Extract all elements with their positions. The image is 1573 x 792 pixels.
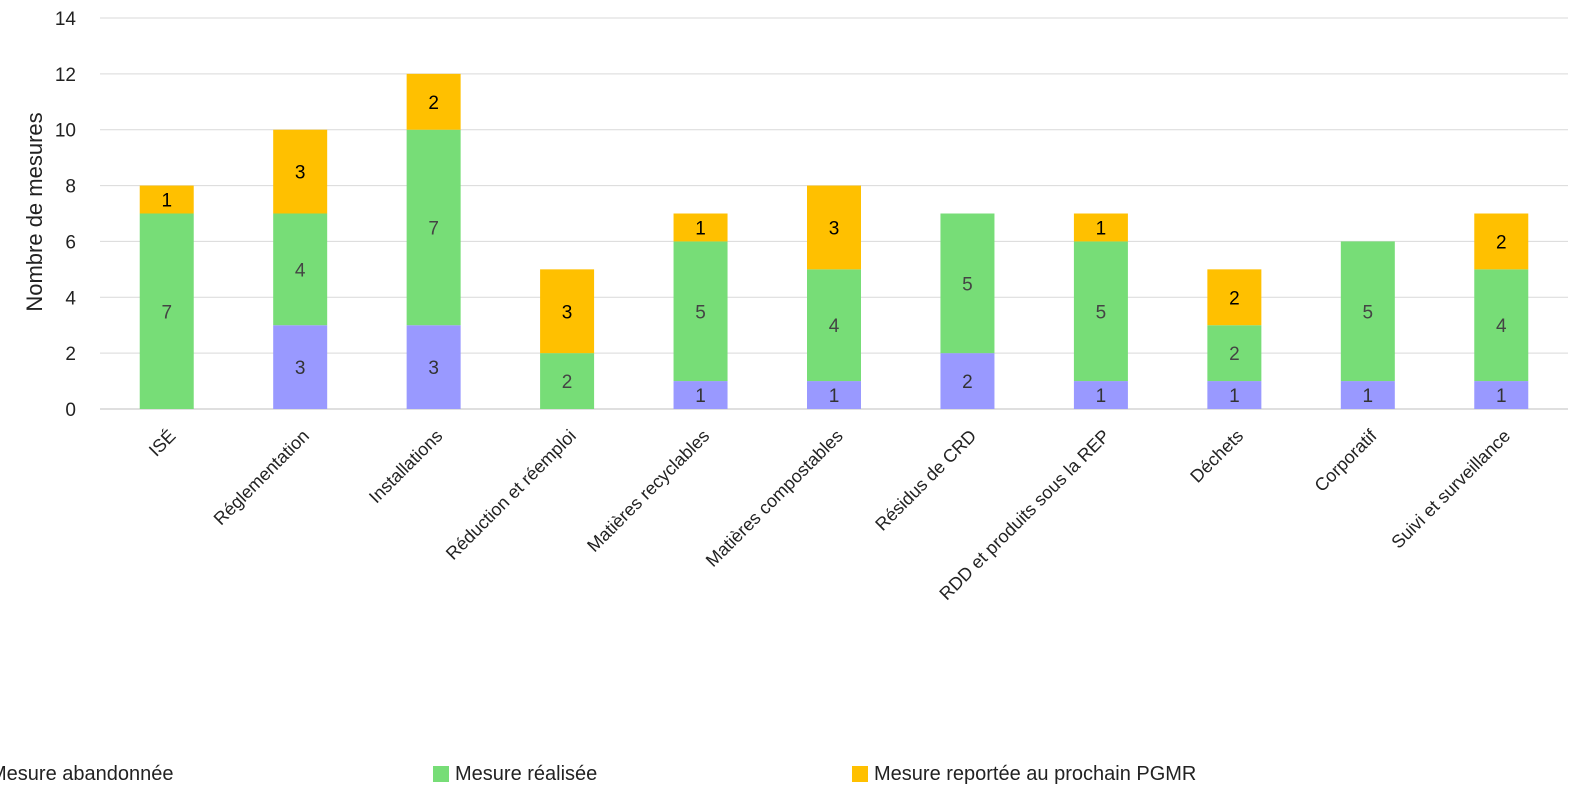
legend-item-reportee: Mesure reportée au prochain PGMR — [852, 761, 1196, 787]
data-label: 3 — [428, 358, 439, 379]
x-tick-label: Déchets — [1186, 426, 1247, 487]
data-label: 3 — [562, 302, 573, 323]
bar-segment-reportee — [540, 269, 595, 354]
bar-segment-realisee — [406, 129, 461, 326]
y-tick-label: 8 — [65, 177, 76, 198]
bar-segment-abandonnee — [807, 381, 861, 409]
data-label: 1 — [695, 386, 706, 407]
data-label: 3 — [295, 163, 306, 184]
legend-label-realisee: Mesure réalisée — [455, 762, 598, 785]
bar-segment-realisee — [807, 269, 861, 382]
legend-item-realisee: Mesure réalisée — [433, 761, 597, 787]
data-label: 5 — [1096, 302, 1107, 323]
legend-label-abandonnee: Mesure abandonnée — [0, 762, 174, 785]
data-label: 1 — [829, 386, 840, 407]
bar-segment-realisee — [940, 213, 995, 354]
x-tick-label: Réglementation — [210, 426, 313, 529]
data-label: 2 — [1496, 232, 1507, 253]
bar-segment-abandonnee — [1340, 381, 1395, 409]
data-label: 5 — [962, 274, 973, 295]
y-tick-label: 2 — [65, 344, 76, 365]
data-label: 7 — [161, 302, 172, 323]
bar-segment-reportee — [1474, 213, 1529, 270]
y-tick-label: 6 — [65, 232, 76, 253]
x-tick-label: Matières recyclables — [583, 426, 713, 556]
y-tick-label: 0 — [65, 400, 76, 421]
y-tick-label: 14 — [55, 9, 77, 30]
data-label: 2 — [962, 372, 973, 393]
data-label: 2 — [428, 93, 439, 114]
bar-segment-reportee — [406, 73, 461, 130]
bar-segment-abandonnee — [940, 353, 995, 409]
bar-segment-realisee — [139, 213, 194, 409]
bar-segment-reportee — [1207, 269, 1262, 326]
bar-segment-abandonnee — [1073, 381, 1128, 409]
data-label: 3 — [295, 358, 306, 379]
bar-segment-reportee — [1073, 213, 1128, 242]
data-label: 1 — [1496, 386, 1507, 407]
data-label: 7 — [428, 218, 439, 239]
bar-segment-abandonnee — [1474, 381, 1529, 409]
x-axis-ticks: ISÉ Réglementation InstallationsRéduction … — [145, 425, 1514, 604]
bar-segment-reportee — [273, 129, 328, 214]
x-tick-label: Installations — [365, 426, 446, 507]
data-label: 1 — [1096, 218, 1107, 239]
bar-segment-abandonnee — [673, 381, 728, 409]
data-label: 3 — [829, 218, 840, 239]
y-axis-ticks: 0 2 4 6 8 10 12 14 — [55, 9, 77, 421]
x-tick-label: Réduction et réemploi — [442, 426, 580, 564]
bar-segment-realisee — [1073, 241, 1128, 382]
bar-segment-reportee — [807, 185, 861, 270]
legend-swatch-realisee — [433, 766, 449, 782]
x-tick-label: Résidus de CRD — [871, 426, 980, 535]
x-tick-label: Corporatif — [1311, 425, 1382, 496]
bar-segment-realisee — [273, 213, 328, 326]
data-label: 4 — [829, 316, 840, 337]
data-label: 4 — [295, 260, 306, 281]
legend-swatch-reportee — [852, 766, 868, 782]
bar-segment-realisee — [540, 353, 595, 409]
y-tick-label: 10 — [55, 121, 76, 142]
x-tick-label: Matières compostables — [702, 426, 847, 571]
data-label: 1 — [161, 191, 172, 212]
x-tick-label: ISÉ — [145, 426, 180, 461]
data-label: 2 — [1229, 344, 1240, 365]
legend-label-reportee: Mesure reportée au prochain PGMR — [874, 762, 1197, 785]
x-tick-label: Suivi et surveillance — [1387, 426, 1514, 553]
bar-segment-abandonnee — [406, 325, 461, 409]
bar-segment-realisee — [673, 241, 728, 382]
data-label: 5 — [1363, 302, 1374, 323]
y-tick-label: 4 — [65, 288, 76, 309]
data-label: 2 — [1229, 288, 1240, 309]
bar-segment-reportee — [139, 185, 194, 214]
data-label: 1 — [1363, 386, 1374, 407]
bars: 7 1 3 4 3 3 7 2 2 3 1 5 1 1 4 3 2 5 1 5 1 1 2 2 1 5 1 4 2 — [139, 73, 1529, 409]
bar-segment-realisee — [1474, 269, 1529, 382]
data-label: 5 — [695, 302, 706, 323]
data-label: 1 — [1096, 386, 1107, 407]
bar-segment-abandonnee — [273, 325, 328, 409]
data-label: 2 — [562, 372, 573, 393]
data-label: 1 — [695, 218, 706, 239]
y-axis-label: Nombre de mesures — [22, 112, 47, 311]
y-tick-label: 12 — [55, 65, 76, 86]
data-label: 1 — [1229, 386, 1240, 407]
bar-segment-realisee — [1340, 241, 1395, 382]
legend-item-abandonnee: Mesure abandonnée — [0, 761, 173, 787]
data-label: 4 — [1496, 316, 1507, 337]
bar-segment-reportee — [673, 213, 728, 242]
bar-segment-realisee — [1207, 325, 1262, 382]
bar-segment-abandonnee — [1207, 381, 1262, 409]
